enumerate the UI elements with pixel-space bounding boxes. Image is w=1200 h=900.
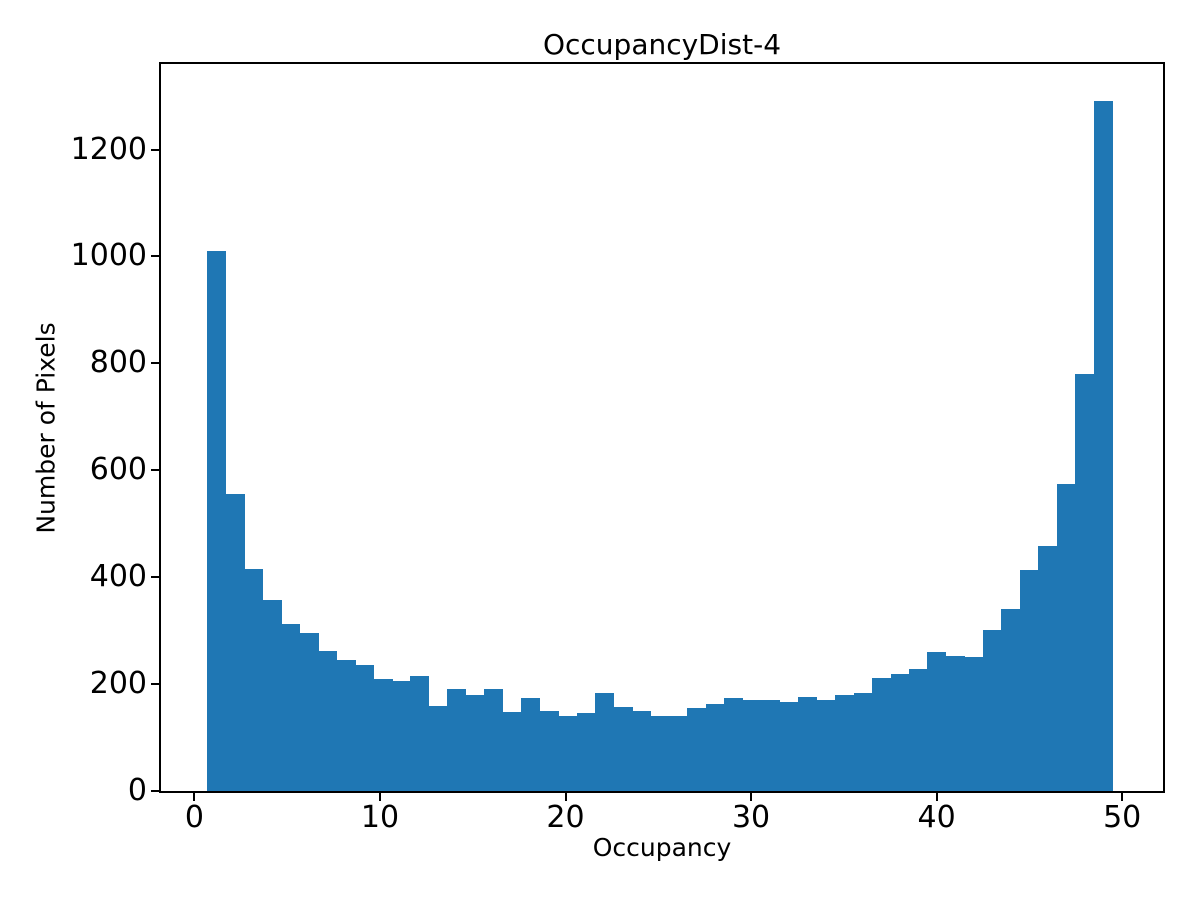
histogram-bar [539, 711, 559, 791]
histogram-bar [687, 708, 707, 791]
histogram-bar [1038, 546, 1058, 791]
histogram-bar [798, 696, 818, 791]
histogram-bar [761, 700, 781, 791]
y-tick-mark [151, 790, 159, 792]
y-tick-label: 1200 [70, 131, 147, 167]
histogram-bar [742, 700, 762, 791]
histogram-bar [964, 657, 984, 791]
histogram-bar [1056, 483, 1076, 791]
y-tick-label: 1000 [70, 238, 147, 274]
histogram-bar [428, 706, 448, 791]
histogram-bar [872, 678, 891, 791]
histogram-bar [853, 692, 873, 791]
histogram-bar [262, 599, 282, 791]
histogram-bar [410, 676, 430, 791]
histogram-bar [521, 698, 541, 791]
x-tick-mark [193, 793, 196, 801]
y-tick-label: 0 [127, 773, 147, 808]
histogram-bar [927, 652, 947, 791]
y-tick-mark [151, 469, 159, 472]
histogram-bar [595, 693, 615, 791]
histogram-bar [447, 689, 467, 791]
x-tick-mark [378, 793, 381, 801]
histogram-bar [576, 712, 596, 791]
x-tick-mark [564, 793, 567, 801]
histogram-bar [207, 251, 227, 791]
x-tick-label: 10 [360, 800, 400, 835]
histogram-bar [484, 689, 504, 791]
histogram-bar [705, 703, 725, 791]
y-tick-label: 200 [89, 666, 147, 702]
histogram-bar [632, 711, 651, 791]
histogram-bar [816, 699, 836, 791]
histogram-bar [779, 702, 799, 791]
x-tick-label: 40 [917, 800, 956, 835]
x-tick-mark [935, 793, 938, 801]
histogram-bar [724, 698, 744, 791]
histogram-bar [373, 678, 393, 791]
histogram-bar [890, 674, 910, 791]
x-tick-label: 30 [731, 800, 771, 835]
histogram-bar [1019, 570, 1039, 791]
x-tick-label: 0 [184, 800, 204, 835]
histogram-bar [1075, 374, 1095, 791]
histogram-bar [908, 669, 928, 791]
x-tick-mark [750, 793, 753, 801]
plot-area [161, 64, 1163, 791]
y-tick-mark [151, 683, 159, 686]
y-tick-label: 400 [89, 559, 147, 595]
histogram-bar [299, 633, 319, 791]
y-tick-mark [151, 362, 159, 365]
y-tick-mark [151, 576, 159, 579]
x-axis-label: Occupancy [592, 833, 732, 862]
chart-title: OccupancyDist-4 [542, 28, 782, 61]
histogram-bar [502, 711, 522, 791]
y-tick-label: 800 [89, 345, 147, 381]
histogram-bar [355, 665, 375, 791]
y-tick-mark [151, 255, 159, 258]
histogram-bar [668, 715, 688, 791]
histogram-bar [613, 707, 633, 791]
histogram-bar [244, 569, 264, 791]
histogram-bar [465, 695, 485, 791]
histogram-bar [392, 681, 411, 791]
histogram-bar [650, 716, 670, 791]
histogram-bar [336, 659, 356, 791]
histogram-bar [225, 494, 245, 791]
histogram-bar [281, 623, 301, 791]
histogram-bar [1001, 609, 1021, 791]
x-tick-mark [1121, 793, 1124, 801]
y-tick-label: 600 [89, 452, 147, 488]
histogram-bar [835, 694, 855, 791]
y-tick-mark [151, 148, 159, 151]
histogram-bar [945, 655, 965, 791]
histogram-bar [982, 629, 1002, 791]
histogram-bar [318, 651, 338, 791]
histogram-bar [1093, 101, 1113, 791]
x-tick-label: 50 [1103, 800, 1142, 835]
histogram-bar [558, 716, 578, 791]
x-tick-label: 20 [546, 800, 585, 835]
